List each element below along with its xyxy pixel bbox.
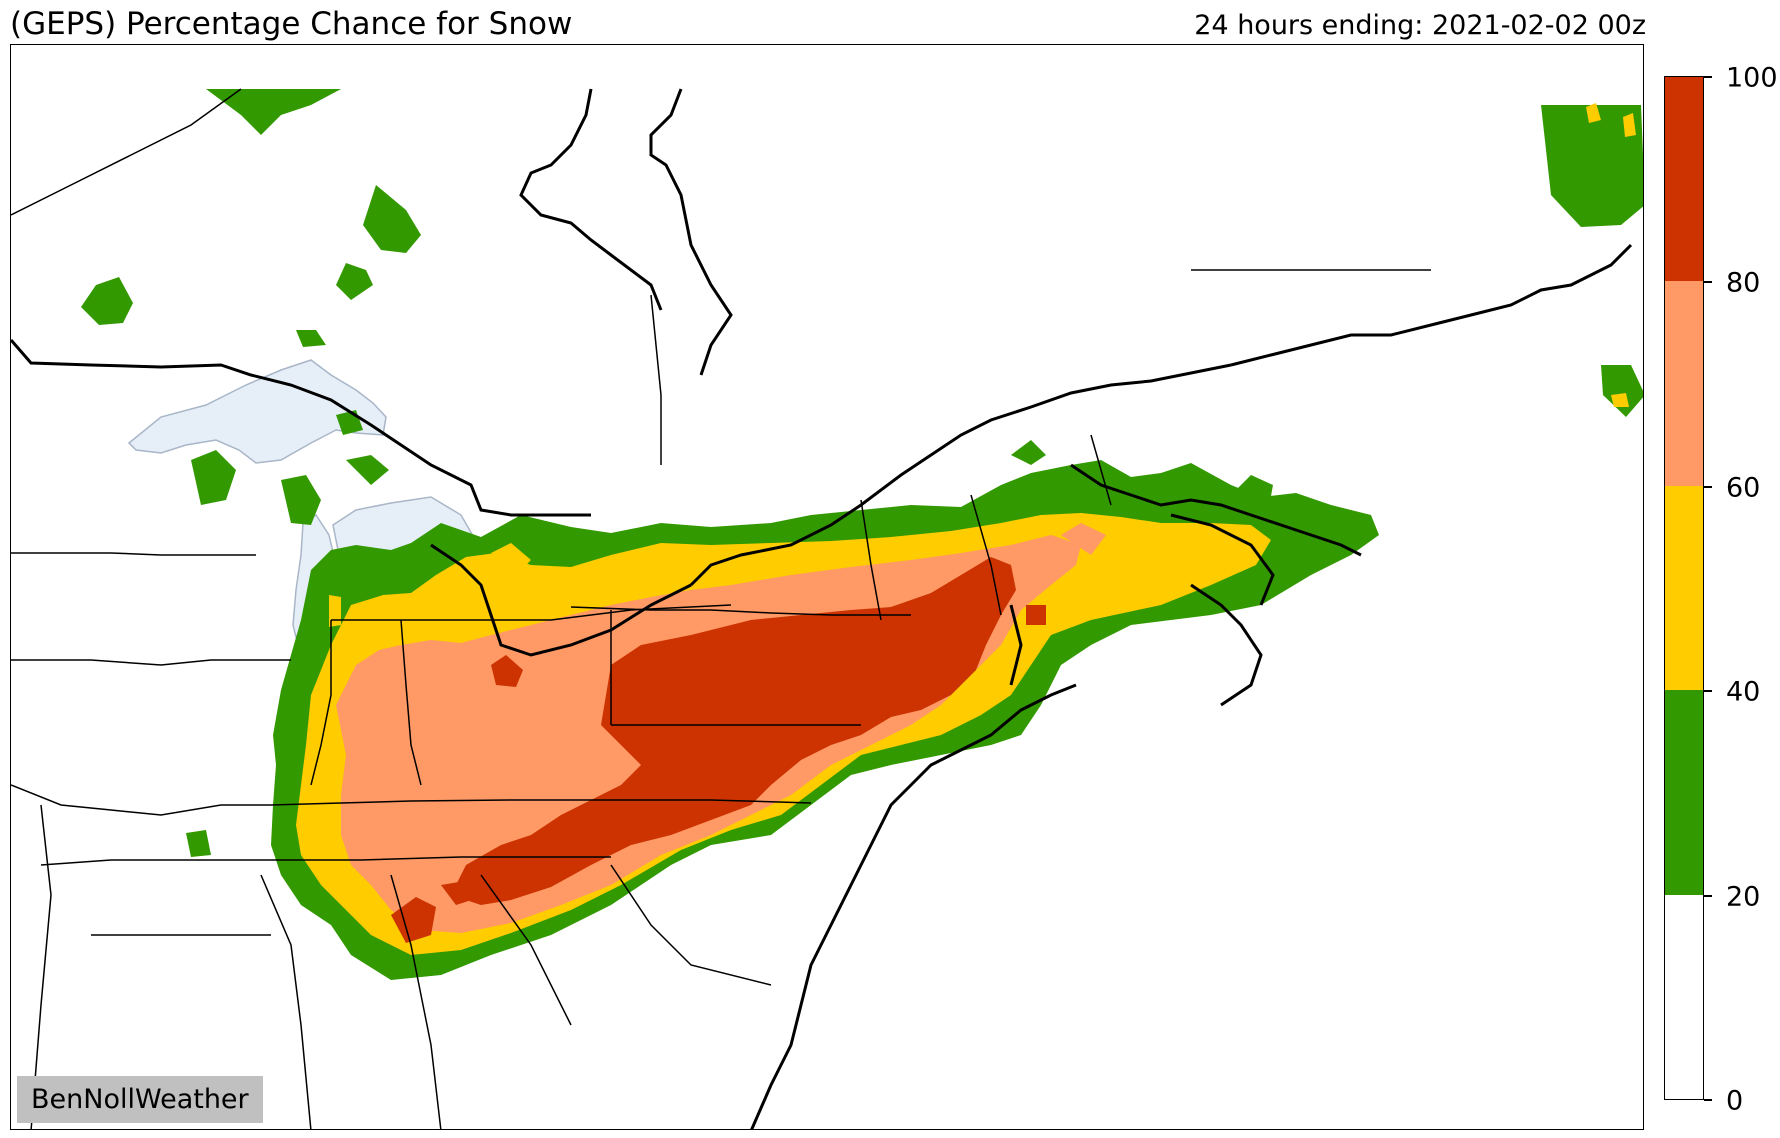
chart-title: (GEPS) Percentage Chance for Snow	[10, 6, 573, 42]
colorbar-bin-40-60	[1665, 485, 1703, 691]
credit-label: BenNollWeather	[17, 1076, 263, 1123]
state-borders	[11, 88, 1431, 1129]
colorbar-bin-80-100	[1665, 77, 1703, 282]
prob-80-100	[391, 557, 1046, 943]
colorbar-tick-mark	[1704, 486, 1712, 488]
colorbar-tick-label: 100	[1726, 62, 1778, 94]
colorbar	[1664, 76, 1704, 1100]
coastlines	[11, 88, 1633, 1129]
colorbar-tick-label: 80	[1726, 267, 1761, 299]
colorbar-tick-mark	[1704, 1099, 1712, 1101]
snow-probability-map	[11, 88, 1643, 1129]
valid-time: 24 hours ending: 2021-02-02 00z	[1194, 10, 1646, 41]
colorbar-bin-60-80	[1665, 281, 1703, 486]
colorbar-tick-mark	[1704, 281, 1712, 283]
colorbar-tick-label: 20	[1726, 881, 1761, 913]
colorbar-tick-label: 0	[1726, 1085, 1744, 1117]
colorbar-tick-mark	[1704, 690, 1712, 692]
colorbar-bin-20-40	[1665, 690, 1703, 895]
colorbar-bin-0-20	[1665, 894, 1703, 1100]
colorbar-tick-mark	[1704, 76, 1712, 78]
colorbar-tick-label: 60	[1726, 472, 1761, 504]
colorbar-tick-label: 40	[1726, 676, 1761, 708]
colorbar-tick-mark	[1704, 895, 1712, 897]
map-panel[interactable]: BenNollWeather	[10, 44, 1644, 1130]
